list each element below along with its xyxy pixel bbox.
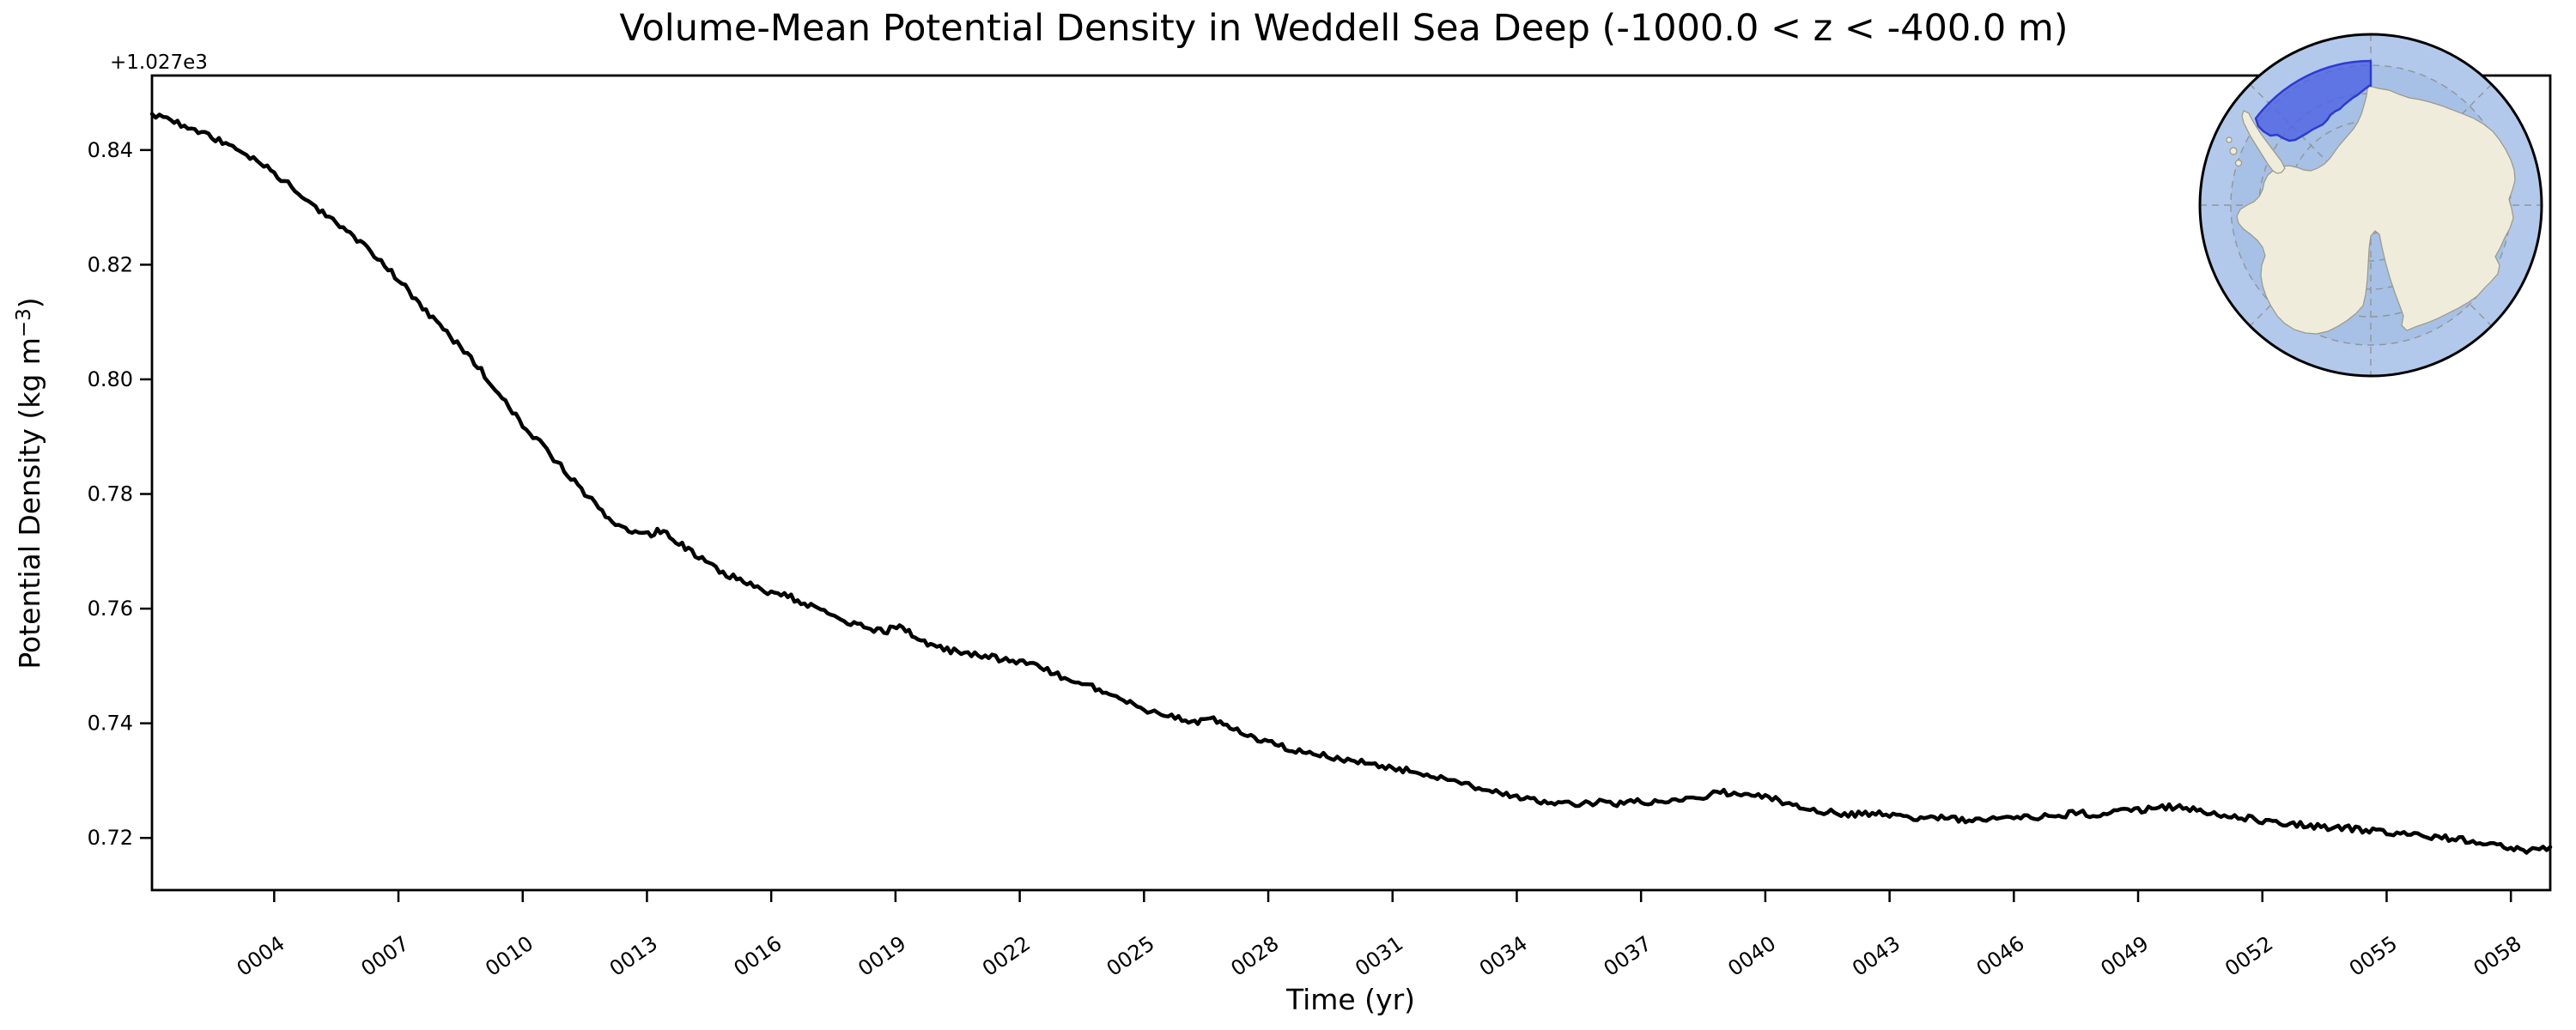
x-tick-label: 0040	[1723, 931, 1780, 981]
x-tick-label: 0010	[481, 931, 538, 981]
island	[2234, 159, 2243, 167]
island	[2229, 147, 2238, 155]
y-tick-label: 0.74	[88, 712, 133, 736]
antarctica-mainland	[2236, 85, 2516, 335]
map-rim	[2198, 33, 2543, 378]
x-tick-label: 0004	[233, 931, 289, 981]
x-tick-label: 0013	[605, 931, 662, 981]
antarctic-peninsula	[2241, 110, 2286, 174]
x-tick-label: 0055	[2345, 931, 2402, 981]
x-tick-label: 0046	[1972, 931, 2029, 981]
density-line	[149, 112, 2553, 855]
axis-ticks	[140, 148, 2512, 902]
chart-title: Volume-Mean Potential Density in Weddell…	[619, 7, 2068, 50]
y-tick-label: 0.76	[88, 597, 133, 621]
y-tick-label: 0.72	[88, 826, 133, 850]
x-tick-label: 0025	[1103, 931, 1159, 981]
x-tick-label: 0019	[854, 931, 910, 981]
y-axis-label: Potential Density (kg m−3)	[13, 297, 46, 669]
x-tick-label: 0043	[1848, 931, 1905, 981]
x-axis-label: Time (yr)	[1285, 983, 1415, 1016]
x-tick-label: 0007	[356, 931, 413, 981]
axis-tick-labels: 0004 0007 0010 0013 0016 0019 0022 0025 0028 0031…	[88, 138, 2526, 981]
inset-map	[2198, 33, 2543, 378]
y-tick-label: 0.80	[88, 367, 133, 391]
y-axis-offset-text: +1.027e3	[110, 52, 208, 74]
x-tick-label: 0037	[1600, 931, 1656, 981]
x-tick-label: 0022	[978, 931, 1035, 981]
island	[2226, 136, 2233, 143]
x-tick-label: 0058	[2470, 931, 2526, 981]
axes: Volume-Mean Potential Density in Weddell…	[13, 7, 2553, 1016]
x-tick-label: 0052	[2221, 931, 2277, 981]
map-antarctica	[2226, 85, 2516, 335]
y-tick-label: 0.78	[88, 482, 133, 506]
x-tick-label: 0016	[730, 931, 787, 981]
y-tick-label: 0.84	[88, 138, 133, 162]
x-tick-label: 0028	[1226, 931, 1283, 981]
weddell-region-highlight	[2254, 59, 2372, 142]
plot-spines	[150, 74, 2552, 892]
x-tick-label: 0034	[1475, 931, 1532, 981]
y-tick-label: 0.82	[88, 252, 133, 276]
x-tick-label: 0031	[1351, 931, 1407, 981]
x-tick-label: 0049	[2096, 931, 2153, 981]
